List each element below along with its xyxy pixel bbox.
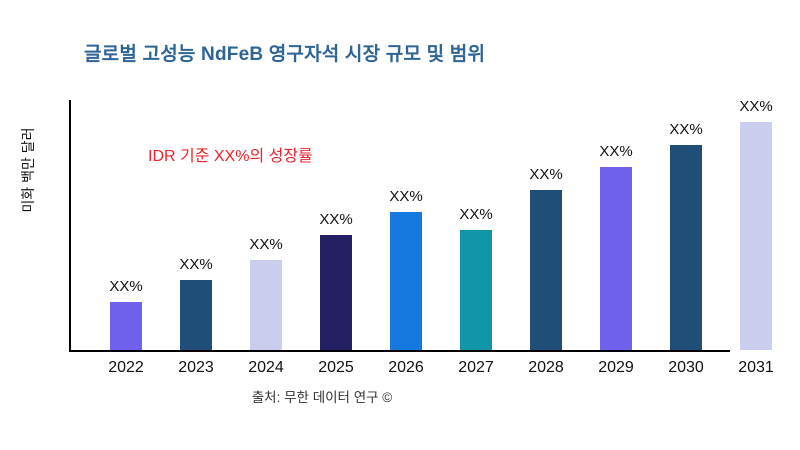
- source-caption: 출처: 무한 데이터 연구 ©: [251, 390, 393, 405]
- x-tick-label-2027: 2027: [458, 359, 494, 376]
- bar-value-label-2028: XX%: [529, 166, 563, 183]
- x-tick-label-2031: 2031: [738, 359, 774, 376]
- bar-2022: [110, 302, 142, 350]
- x-tick-label-2025: 2025: [318, 359, 354, 376]
- bar-value-label-2024: XX%: [249, 236, 283, 253]
- bar-value-label-2031: XX%: [739, 98, 773, 115]
- x-tick-label-2029: 2029: [598, 359, 634, 376]
- bar-value-label-2026: XX%: [389, 188, 423, 205]
- bar-2031: [740, 122, 772, 350]
- y-axis-label: 미화 백만 달러: [20, 127, 36, 213]
- bar-2028: [530, 190, 562, 350]
- bar-2023: [180, 280, 212, 350]
- x-tick-label-2024: 2024: [248, 359, 284, 376]
- bar-2024: [250, 260, 282, 350]
- bar-value-label-2030: XX%: [669, 121, 703, 138]
- bar-2026: [390, 212, 422, 350]
- bar-2030: [670, 145, 702, 350]
- x-axis-line: [69, 350, 730, 352]
- growth-annotation: IDR 기준 XX%의 성장률: [148, 148, 313, 165]
- bar-value-label-2022: XX%: [109, 278, 143, 295]
- bar-value-label-2029: XX%: [599, 143, 633, 160]
- bar-2027: [460, 230, 492, 350]
- bar-value-label-2023: XX%: [179, 256, 213, 273]
- bar-2029: [600, 167, 632, 350]
- bar-value-label-2025: XX%: [319, 211, 353, 228]
- y-axis-line: [69, 100, 71, 352]
- x-tick-label-2028: 2028: [528, 359, 564, 376]
- bar-value-label-2027: XX%: [459, 206, 493, 223]
- x-tick-label-2023: 2023: [178, 359, 214, 376]
- x-tick-label-2026: 2026: [388, 359, 424, 376]
- x-tick-label-2022: 2022: [108, 359, 144, 376]
- bar-2025: [320, 235, 352, 350]
- x-tick-label-2030: 2030: [668, 359, 704, 376]
- chart-title: 글로벌 고성능 NdFeB 영구자석 시장 규모 및 범위: [84, 44, 486, 65]
